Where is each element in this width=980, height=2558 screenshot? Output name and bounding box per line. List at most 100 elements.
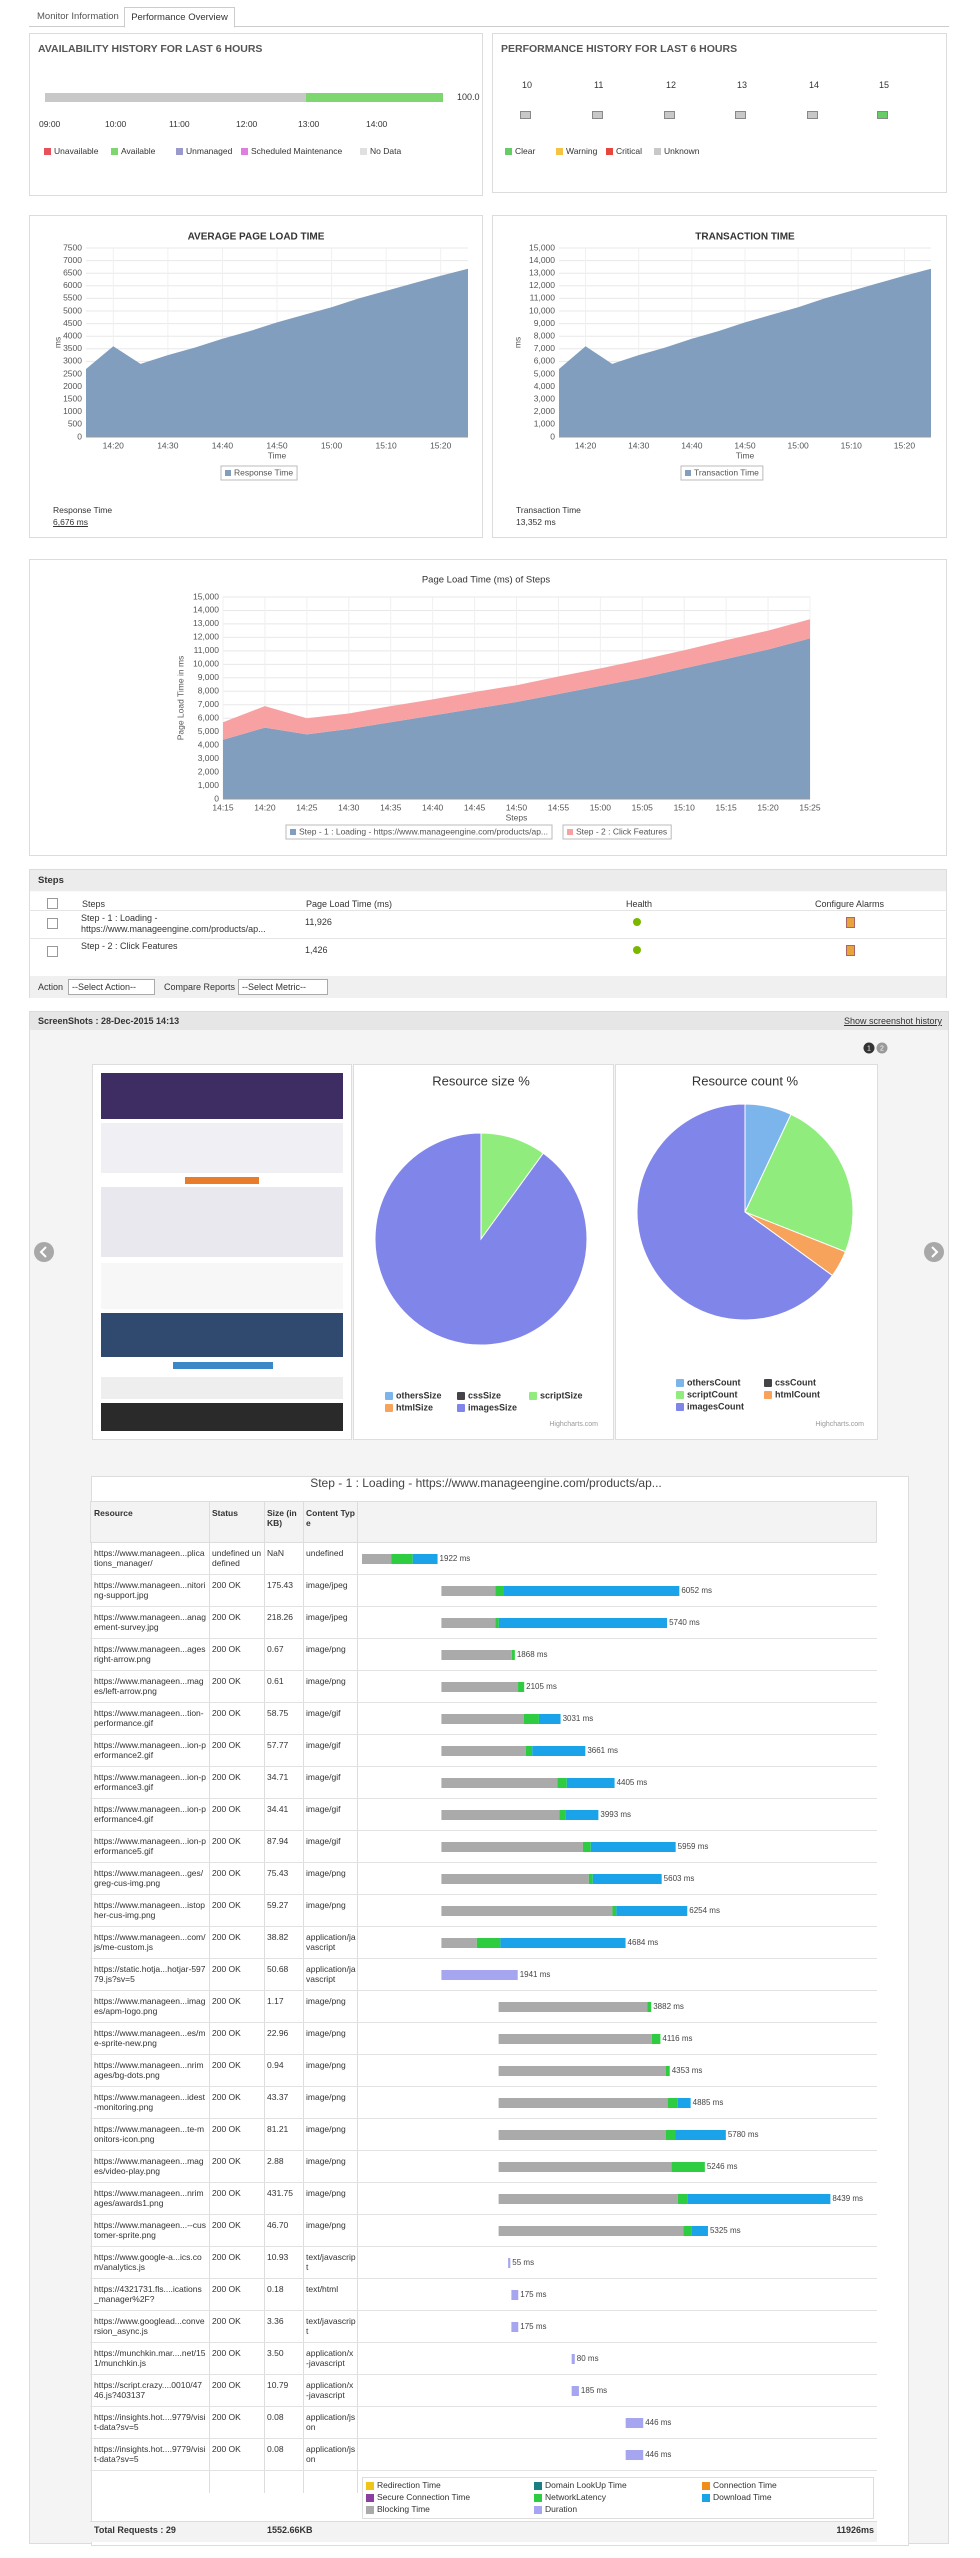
legend-label: Scheduled Maintenance [251,146,343,156]
legend-swatch [241,148,248,155]
row-border [90,2246,877,2247]
resource: https://www.manageen...nrimages/bg-dots.… [94,2060,204,2080]
tab[interactable]: Monitor Information [37,11,119,22]
hour-label: 15 [879,80,890,90]
content-type: image/gif [306,1740,341,1750]
status: 200 OK [212,1612,241,1622]
content-type: text/javascript [306,2252,356,2272]
resource: https://www.manageen...es/me-sprite-new.… [94,2028,206,2048]
resource: https://www.manageen...ion-performance3.… [94,1772,206,1792]
status: 200 OK [212,2060,241,2070]
column-divider [209,1501,210,2493]
content-type: image/png [306,2188,346,2198]
select[interactable]: --Select Action-- [68,979,155,995]
size: 0.67 [267,1644,284,1654]
time-label: 12:00 [236,119,258,129]
row-border [90,1734,877,1735]
checkbox[interactable] [47,898,58,909]
content-type: image/jpeg [306,1580,348,1590]
checkbox[interactable] [47,918,58,929]
size: 75.43 [267,1868,289,1878]
size: 57.77 [267,1740,289,1750]
size: 1.17 [267,1996,284,2006]
resource: https://www.manageen...ion-performance2.… [94,1740,206,1760]
row-border [90,1702,877,1703]
size: 0.94 [267,2060,284,2070]
row-border [29,910,947,911]
health-icon [633,918,641,926]
legend-label: No Data [370,146,402,156]
hour-label: 10 [522,80,533,90]
total-requests: Total Requests : 29 [94,2525,176,2535]
status: 200 OK [212,1708,241,1718]
content-type: image/png [306,1868,346,1878]
status: 200 OK [212,2348,241,2358]
content-type: application/javascript [306,1964,356,1984]
column-header: Resource [94,1508,133,1518]
status: 200 OK [212,1836,241,1846]
row-border [90,1766,877,1767]
resource: https://4321731.fls....ications_manager%… [94,2284,202,2304]
size: 22.96 [267,2028,289,2038]
tab-active[interactable]: Performance Overview [124,7,235,28]
content-type: image/png [306,1900,346,1910]
column-header: Health [626,899,653,909]
status: 200 OK [212,1772,241,1782]
row-border [90,1990,877,1991]
size: 34.71 [267,1772,289,1782]
select[interactable]: --Select Metric-- [238,979,328,995]
table-header [90,1501,877,1543]
resource: https://www.manageen...agesright-arrow.p… [94,1644,206,1664]
size: 0.08 [267,2412,284,2422]
footer-row [90,2521,877,2542]
legend-label: Unknown [664,146,700,156]
panel-header [30,1012,948,1030]
resource: https://www.manageen...tion-performance.… [94,1708,204,1728]
health-icon [633,946,641,954]
legend-swatch [366,2494,374,2502]
status: 200 OK [212,1740,241,1750]
action-label: Action [38,982,64,992]
content-type: image/png [306,2028,346,2038]
resource: https://www.manageen...images/apm-logo.p… [94,1996,206,2016]
column-divider [264,1501,265,2493]
hour-label: 12 [666,80,677,90]
row-border [90,2118,877,2119]
row-border [90,2310,877,2311]
status: 200 OK [212,1868,241,1878]
row-border [90,2022,877,2023]
alarm-icon[interactable] [846,945,855,956]
size: 10.93 [267,2252,289,2262]
resource: https://www.manageen...mages/left-arrow.… [94,1676,204,1696]
size: 218.26 [267,1612,293,1622]
status: undefined undefined [212,1548,262,1568]
time-label: 10:00 [105,119,127,129]
content-type: image/png [306,2124,346,2134]
column-header: Steps [82,899,106,909]
hour-label: 13 [737,80,748,90]
size: 46.70 [267,2220,289,2230]
size: NaN [267,1548,285,1558]
legend-label: Duration [545,2504,578,2514]
legend-swatch [505,148,512,155]
column-header: Size (in KB) [267,1508,297,1528]
row-border [90,2086,877,2087]
column-header: Content Type [306,1508,355,1528]
status: 200 OK [212,2188,241,2198]
history-link[interactable]: Show screenshot history [843,1016,942,1026]
status: 200 OK [212,2284,241,2294]
status-icon [807,111,818,119]
hour-label: 14 [809,80,820,90]
status: 200 OK [212,1996,241,2006]
size: 3.36 [267,2316,284,2326]
legend-label: Connection Time [713,2480,777,2490]
row-border [90,1606,877,1607]
chart-panel: Transaction Time 13,352 ms [492,215,947,538]
legend-label: Redirection Time [377,2480,441,2490]
status-icon [520,111,531,119]
content-type: application/json [306,2412,356,2432]
legend-label: Unavailable [54,146,99,156]
alarm-icon[interactable] [846,917,855,928]
checkbox[interactable] [47,946,58,957]
status-icon [735,111,746,119]
